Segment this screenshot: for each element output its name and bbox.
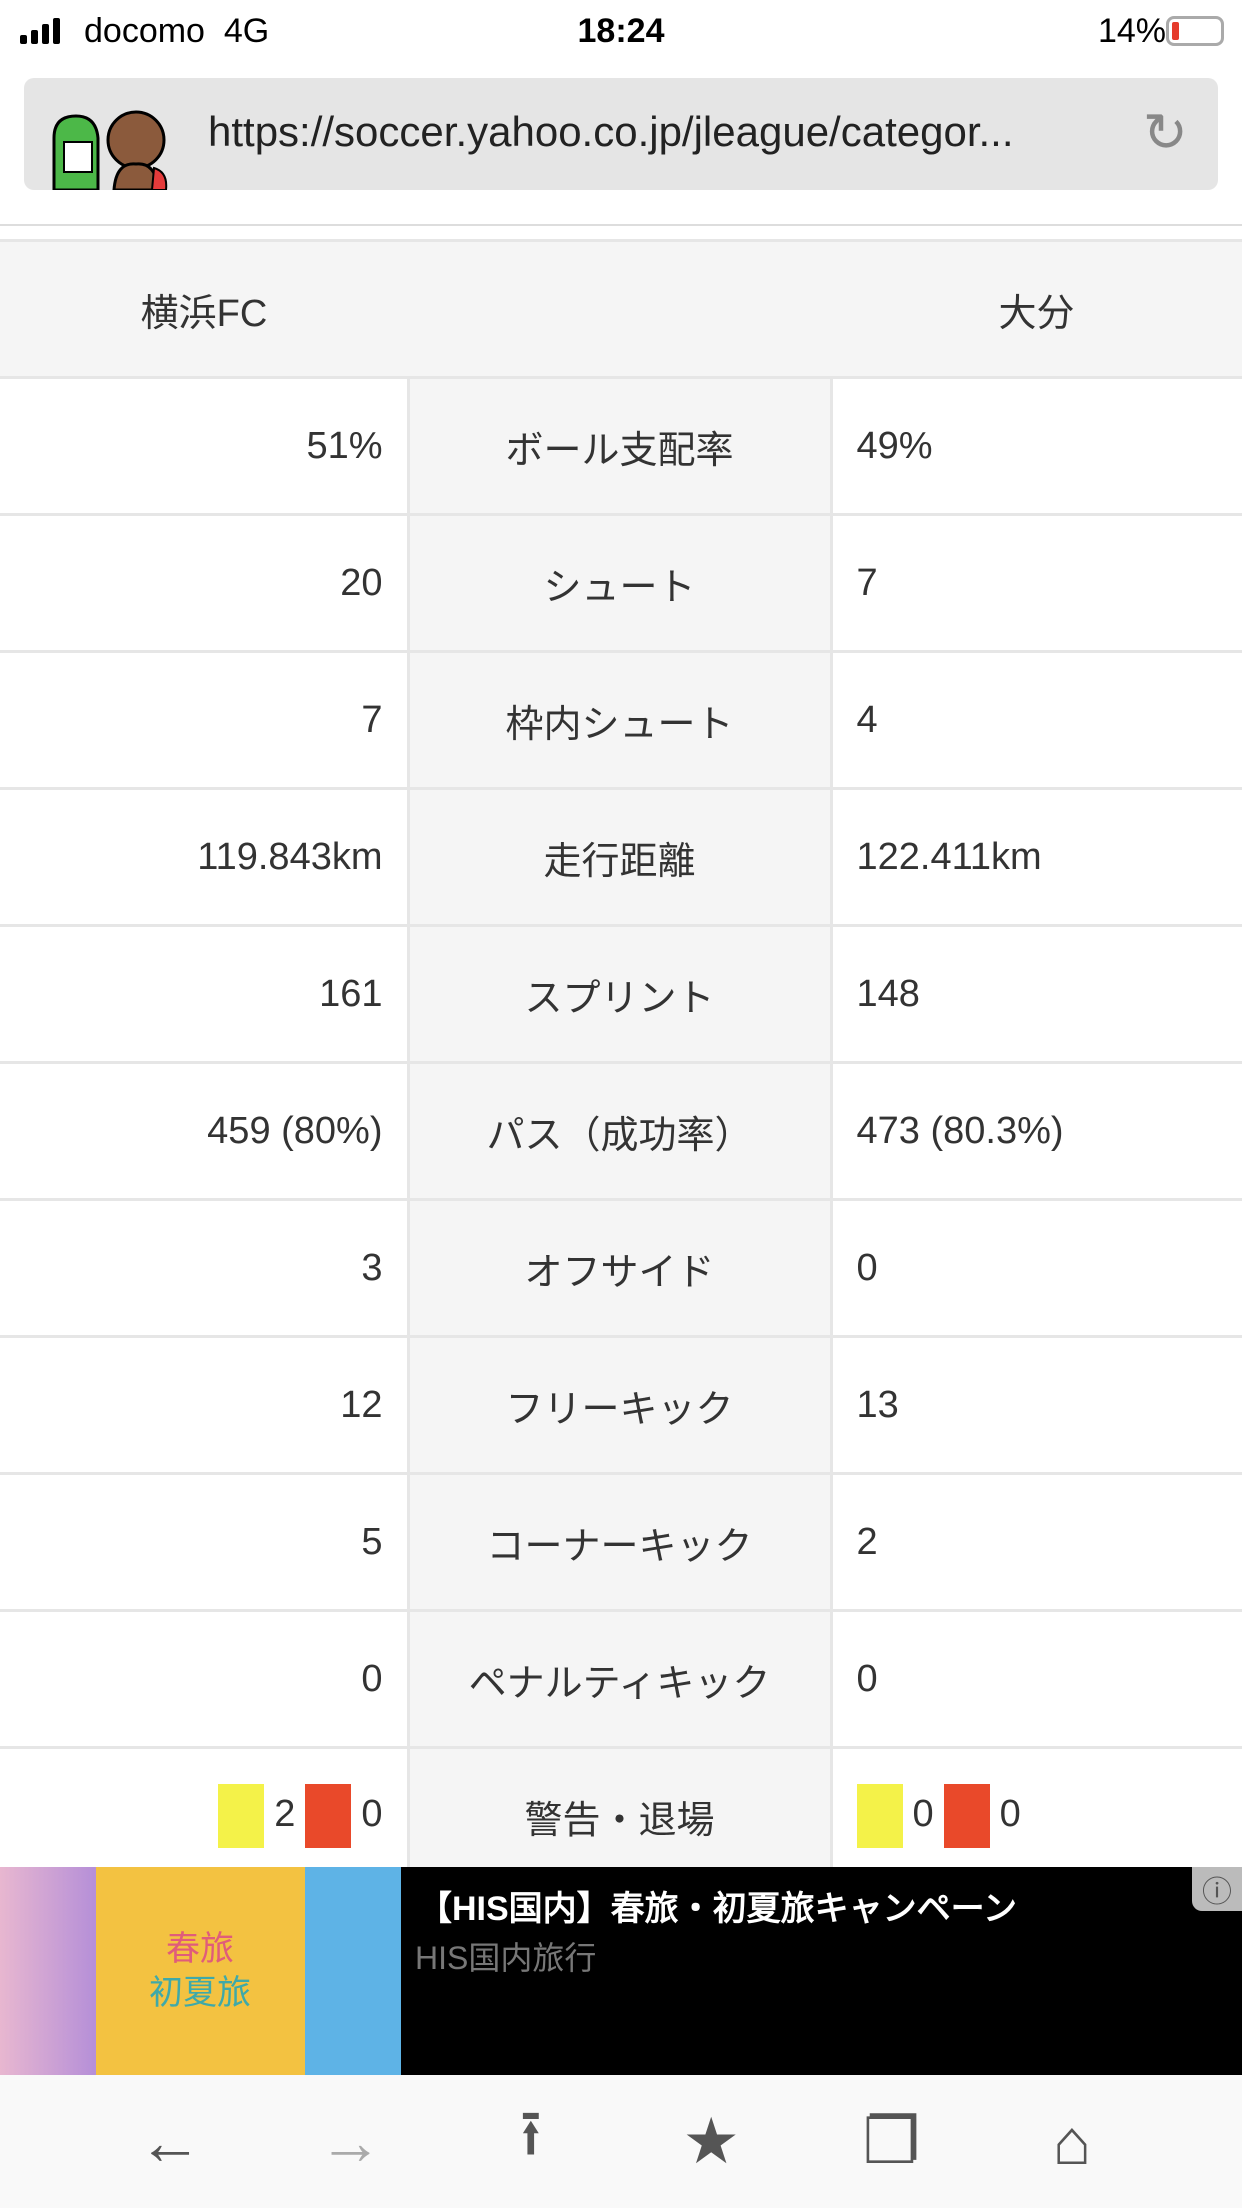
back-icon[interactable]: ← bbox=[138, 2105, 203, 2178]
header-spacer bbox=[408, 239, 831, 379]
stat-label: 枠内シュート bbox=[406, 650, 833, 790]
away-value: 49% bbox=[829, 376, 1242, 516]
home-value: 12 bbox=[0, 1335, 410, 1475]
browser-toolbar: ← → ⭱ ★ ❐ ⌂ bbox=[0, 2075, 1242, 2208]
stat-label: オフサイド bbox=[406, 1198, 833, 1338]
stat-label: ペナルティキック bbox=[406, 1609, 833, 1749]
carrier: docomo 4G bbox=[84, 12, 270, 50]
home-value: 119.843km bbox=[0, 787, 410, 927]
stat-label: シュート bbox=[406, 513, 833, 653]
table-row: 7 枠内シュート 4 bbox=[0, 650, 1242, 790]
home-value: 20 bbox=[0, 513, 410, 653]
table-header: 横浜FC 大分 bbox=[0, 239, 1242, 379]
table-row: 119.843km 走行距離 122.411km bbox=[0, 787, 1242, 927]
stat-label: コーナーキック bbox=[406, 1472, 833, 1612]
ad-advertiser: HIS国内旅行 bbox=[415, 1940, 597, 1976]
away-value: 473 (80.3%) bbox=[829, 1061, 1242, 1201]
stat-label: パス（成功率） bbox=[406, 1061, 833, 1201]
away-value: 122.411km bbox=[829, 787, 1242, 927]
table-row: 161 スプリント 148 bbox=[0, 924, 1242, 1064]
stat-label: ボール支配率 bbox=[406, 376, 833, 516]
battery-percent: 14% bbox=[1097, 12, 1166, 50]
signal-icon bbox=[20, 18, 60, 44]
home-value: 0 bbox=[0, 1609, 410, 1749]
home-value: 7 bbox=[0, 650, 410, 790]
stat-label: フリーキック bbox=[406, 1335, 833, 1475]
away-value: 0 bbox=[829, 1198, 1242, 1338]
red-card-icon bbox=[943, 1784, 990, 1848]
line-characters-icon bbox=[52, 110, 168, 190]
address-bar[interactable]: https://soccer.yahoo.co.jp/jleague/categ… bbox=[24, 78, 1218, 190]
table-row: 459 (80%) パス（成功率） 473 (80.3%) bbox=[0, 1061, 1242, 1201]
ad-banner[interactable]: 春旅 初夏旅 【HIS国内】春旅・初夏旅キャンペーン HIS国内旅行 ⓘ bbox=[0, 1867, 1242, 2075]
ad-title[interactable]: 【HIS国内】春旅・初夏旅キャンペーン bbox=[418, 1890, 1017, 1928]
home-value: 459 (80%) bbox=[0, 1061, 410, 1201]
home-value: 5 bbox=[0, 1472, 410, 1612]
stat-label: 警告・退場 bbox=[406, 1746, 833, 1886]
battery-icon bbox=[1166, 16, 1224, 46]
away-value: 2 bbox=[829, 1472, 1242, 1612]
stats-table: 横浜FC 大分 51% ボール支配率 49% 20 シュート 7 7 枠内シュート 4 119.8… bbox=[0, 239, 1242, 1886]
stat-label: 走行距離 bbox=[406, 787, 833, 927]
away-value: 0 bbox=[829, 1609, 1242, 1749]
url-text[interactable]: https://soccer.yahoo.co.jp/jleague/categ… bbox=[208, 108, 1014, 155]
away-value: 4 bbox=[829, 650, 1242, 790]
away-team-name: 大分 bbox=[831, 239, 1242, 379]
status-bar: docomo 4G 18:24 14% bbox=[0, 0, 1242, 70]
ad-image[interactable]: 春旅 初夏旅 bbox=[0, 1867, 401, 2075]
home-value: 161 bbox=[0, 924, 410, 1064]
home-team-name: 横浜FC bbox=[0, 239, 408, 379]
home-value: 51% bbox=[0, 376, 410, 516]
away-value: 13 bbox=[829, 1335, 1242, 1475]
share-icon[interactable]: ⭱ bbox=[519, 2096, 543, 2169]
table-row: 20 シュート 7 bbox=[0, 513, 1242, 653]
divider bbox=[0, 224, 1242, 226]
clock: 18:24 bbox=[577, 12, 665, 50]
forward-icon[interactable]: → bbox=[318, 2105, 383, 2178]
bookmarks-icon[interactable]: ★ bbox=[682, 2105, 740, 2177]
away-value: 7 bbox=[829, 513, 1242, 653]
table-row: 0 ペナルティキック 0 bbox=[0, 1609, 1242, 1749]
tabs-icon[interactable]: ❐ bbox=[862, 2105, 921, 2177]
table-row: 3 オフサイド 0 bbox=[0, 1198, 1242, 1338]
red-card-icon bbox=[305, 1784, 352, 1848]
table-row: 51% ボール支配率 49% bbox=[0, 376, 1242, 516]
home-icon[interactable]: ⌂ bbox=[1052, 2105, 1092, 2178]
yellow-card-icon bbox=[218, 1784, 265, 1848]
table-row: 5 コーナーキック 2 bbox=[0, 1472, 1242, 1612]
home-value: 3 bbox=[0, 1198, 410, 1338]
stat-label: スプリント bbox=[406, 924, 833, 1064]
away-value: 148 bbox=[829, 924, 1242, 1064]
ad-info-icon[interactable]: ⓘ bbox=[1192, 1867, 1242, 1911]
yellow-card-icon bbox=[856, 1784, 903, 1848]
reload-icon[interactable]: ↻ bbox=[1142, 103, 1188, 163]
table-row: 12 フリーキック 13 bbox=[0, 1335, 1242, 1475]
